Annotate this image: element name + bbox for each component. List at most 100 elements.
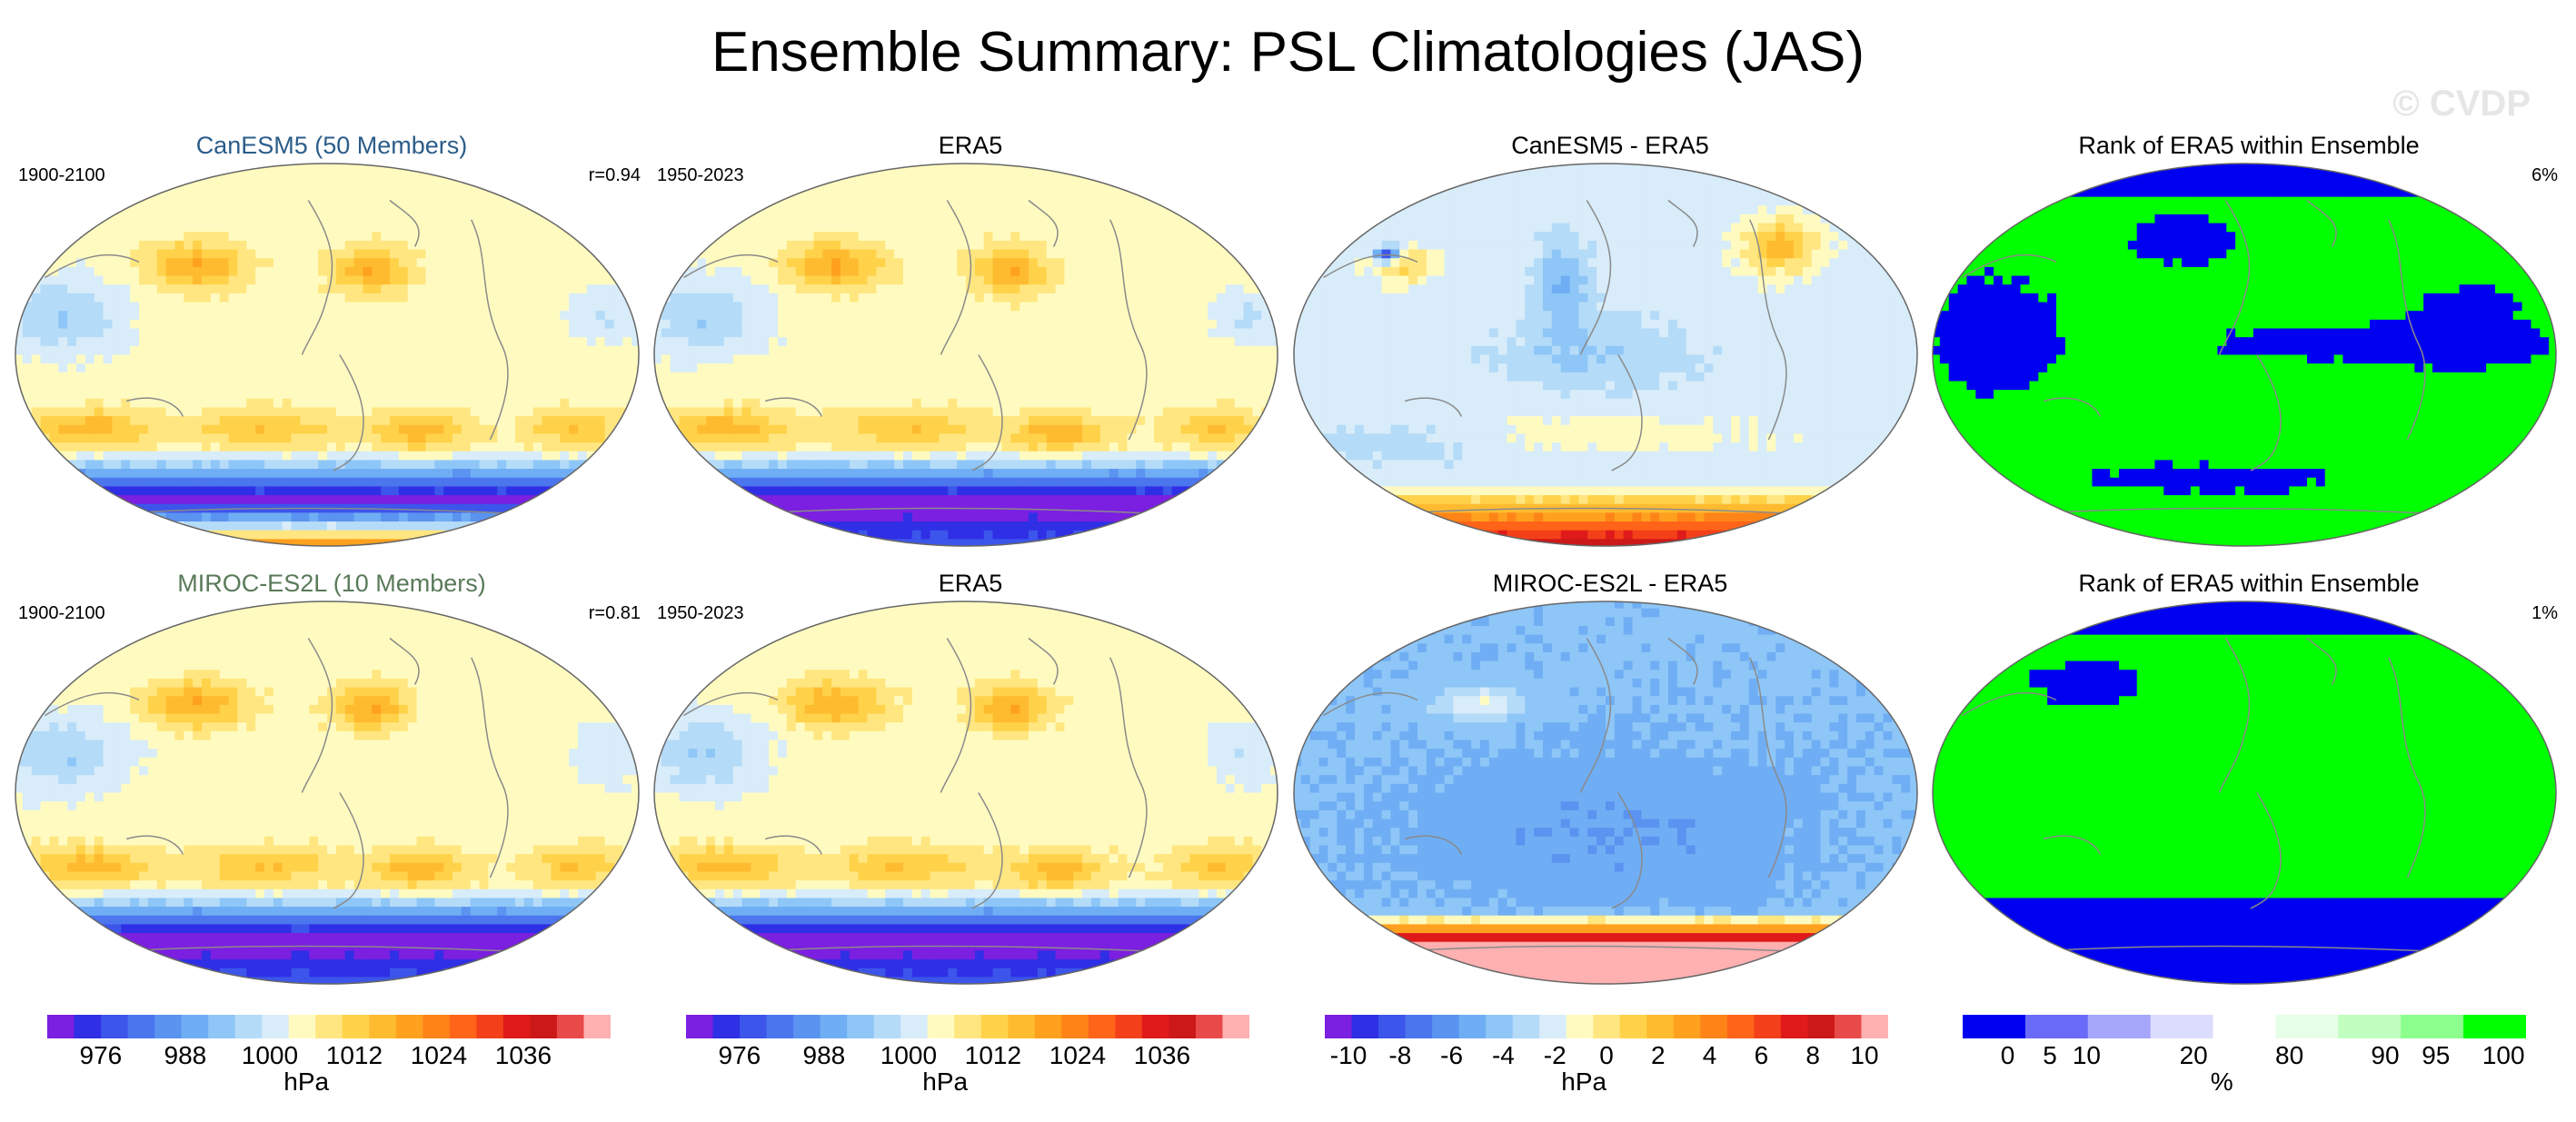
coastline bbox=[333, 792, 364, 909]
colorbar-swatch bbox=[847, 1015, 875, 1038]
period-label: 1950-2023 bbox=[657, 165, 744, 186]
panel-title: Rank of ERA5 within Ensemble bbox=[1931, 570, 2567, 598]
colorbar-tick-label: -6 bbox=[1440, 1041, 1463, 1070]
coastline bbox=[1611, 354, 1643, 472]
colorbar-tick-label: 80 bbox=[2275, 1041, 2303, 1070]
coastline bbox=[1323, 691, 1418, 717]
map-panel bbox=[1293, 163, 1918, 547]
colorbar-swatch bbox=[873, 1015, 901, 1038]
colorbar-swatch bbox=[954, 1015, 982, 1038]
panel-title: ERA5 bbox=[652, 132, 1288, 160]
colorbar-swatch bbox=[1780, 1015, 1808, 1038]
coastline bbox=[2250, 792, 2282, 909]
coastline bbox=[45, 253, 140, 279]
colorbar-tick-label: 2 bbox=[1651, 1041, 1666, 1070]
coastline bbox=[1962, 691, 2057, 717]
colorbar-tick-label: -4 bbox=[1492, 1041, 1515, 1070]
colorbar-swatch bbox=[2024, 1015, 2089, 1038]
stat-label: r=0.81 bbox=[577, 603, 641, 624]
colorbar-tick-label: 1024 bbox=[411, 1041, 467, 1070]
colorbar-swatch bbox=[262, 1015, 290, 1038]
colorbar-swatch bbox=[315, 1015, 343, 1038]
colorbar-swatch bbox=[154, 1015, 183, 1038]
map-panel bbox=[15, 601, 640, 985]
colorbar-unit: hPa bbox=[922, 1067, 968, 1097]
coastline bbox=[764, 397, 822, 417]
stat-label: 6% bbox=[2494, 165, 2558, 186]
coastline bbox=[2388, 657, 2426, 879]
colorbar-swatch bbox=[980, 1015, 1009, 1038]
coastline bbox=[1749, 219, 1787, 441]
colorbar-tick-label: -8 bbox=[1388, 1041, 1411, 1070]
colorbar-tick-label: 976 bbox=[719, 1041, 761, 1070]
map-border bbox=[1932, 163, 2557, 547]
coastline bbox=[2043, 397, 2101, 417]
colorbar-tick-label: 90 bbox=[2371, 1041, 2399, 1070]
colorbar-tick-label: 988 bbox=[164, 1041, 207, 1070]
panel-title: CanESM5 (50 Members) bbox=[14, 132, 650, 160]
colorbar-swatch bbox=[1673, 1015, 1701, 1038]
coastline bbox=[1962, 253, 2057, 279]
colorbar-swatch bbox=[556, 1015, 584, 1038]
colorbar-swatch bbox=[900, 1015, 929, 1038]
coastline bbox=[333, 354, 364, 472]
colorbar-tick-label: 20 bbox=[2180, 1041, 2208, 1070]
panel-title: Rank of ERA5 within Ensemble bbox=[1931, 132, 2567, 160]
map-border bbox=[1293, 163, 1918, 547]
colorbar-swatch bbox=[1351, 1015, 1379, 1038]
coastline bbox=[471, 657, 509, 879]
colorbar-swatch bbox=[1195, 1015, 1223, 1038]
colorbar-tick-label: 10 bbox=[2073, 1041, 2101, 1070]
colorbar-swatch bbox=[288, 1015, 316, 1038]
colorbar-tick-label: 976 bbox=[80, 1041, 123, 1070]
coastline bbox=[1323, 253, 1418, 279]
coastline bbox=[1109, 219, 1148, 441]
colorbar-swatch bbox=[1754, 1015, 1782, 1038]
colorbar-swatch bbox=[766, 1015, 794, 1038]
colorbar-swatch bbox=[1008, 1015, 1036, 1038]
colorbar bbox=[1963, 1015, 2526, 1038]
colorbar-swatch bbox=[1539, 1015, 1567, 1038]
colorbar-swatch bbox=[1807, 1015, 1835, 1038]
colorbar-swatch bbox=[2338, 1015, 2402, 1038]
colorbar-swatch bbox=[1088, 1015, 1116, 1038]
colorbar-swatch bbox=[1861, 1015, 1888, 1038]
colorbar-swatch bbox=[1405, 1015, 1433, 1038]
coastline bbox=[125, 397, 184, 417]
period-label: 1950-2023 bbox=[657, 603, 744, 624]
panel-title: CanESM5 - ERA5 bbox=[1292, 132, 1928, 160]
map-panel bbox=[15, 163, 640, 547]
colorbar-swatch bbox=[1222, 1015, 1249, 1038]
coastline bbox=[1404, 835, 1462, 855]
colorbar-swatch bbox=[1512, 1015, 1540, 1038]
colorbar-swatch bbox=[502, 1015, 531, 1038]
colorbar-swatch bbox=[1034, 1015, 1062, 1038]
map-panel bbox=[653, 601, 1278, 985]
coastline bbox=[971, 354, 1003, 472]
colorbar-swatch bbox=[101, 1015, 129, 1038]
coastline bbox=[301, 638, 333, 793]
colorbar-swatch bbox=[2213, 1015, 2276, 1038]
colorbar-tick-label: 1000 bbox=[880, 1041, 937, 1070]
coastline bbox=[301, 200, 333, 355]
coastline bbox=[683, 691, 779, 717]
panel-title: ERA5 bbox=[652, 570, 1288, 598]
map-border bbox=[653, 163, 1278, 547]
colorbar-swatch bbox=[2087, 1015, 2152, 1038]
colorbar-swatch bbox=[712, 1015, 741, 1038]
colorbar-tick-label: 95 bbox=[2422, 1041, 2450, 1070]
coastline bbox=[2250, 354, 2282, 472]
coastline bbox=[1028, 637, 1059, 685]
colorbar-tick-label: 4 bbox=[1703, 1041, 1717, 1070]
coastline bbox=[1579, 200, 1612, 355]
coastline bbox=[471, 219, 509, 441]
coastline bbox=[1667, 637, 1698, 685]
colorbar-swatch bbox=[1325, 1015, 1353, 1038]
colorbar-tick-label: -10 bbox=[1330, 1041, 1367, 1070]
coastline bbox=[1749, 657, 1787, 879]
coastline bbox=[1028, 199, 1059, 247]
colorbar-swatch bbox=[342, 1015, 370, 1038]
colorbar-tick-label: 5 bbox=[2043, 1041, 2057, 1070]
period-label: 1900-2100 bbox=[18, 165, 105, 186]
colorbar-swatch bbox=[395, 1015, 423, 1038]
